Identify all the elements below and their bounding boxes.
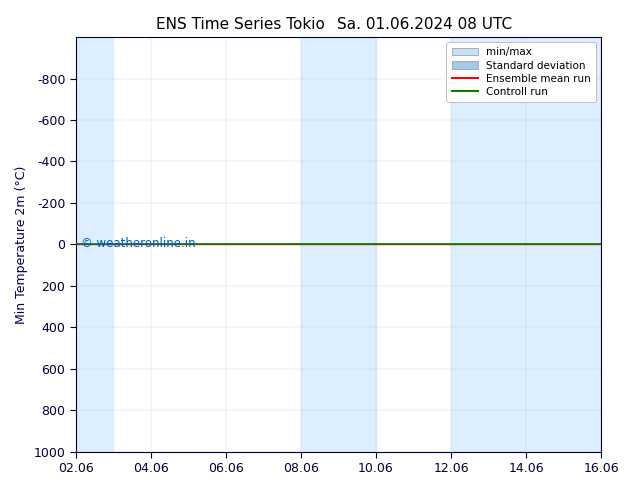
Text: ENS Time Series Tokio: ENS Time Series Tokio — [157, 17, 325, 32]
Text: © weatheronline.in: © weatheronline.in — [81, 237, 196, 250]
Text: Sa. 01.06.2024 08 UTC: Sa. 01.06.2024 08 UTC — [337, 17, 512, 32]
Bar — [76, 37, 113, 452]
Legend: min/max, Standard deviation, Ensemble mean run, Controll run: min/max, Standard deviation, Ensemble me… — [446, 42, 596, 102]
Bar — [301, 37, 376, 452]
Y-axis label: Min Temperature 2m (°C): Min Temperature 2m (°C) — [15, 165, 28, 323]
Bar — [451, 37, 601, 452]
